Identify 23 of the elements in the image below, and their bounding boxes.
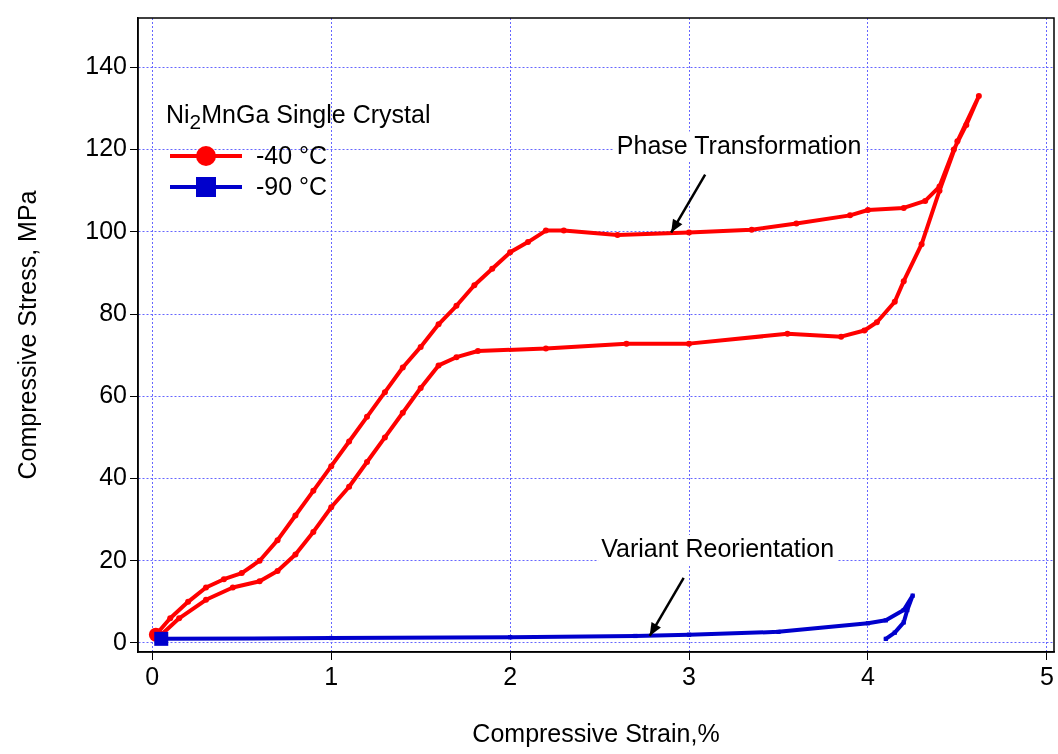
- y-tick-label: 60: [99, 380, 127, 409]
- x-tick-label: 5: [1039, 661, 1054, 690]
- y-tick-label: 140: [85, 51, 127, 80]
- annotation: Phase Transformation: [616, 130, 862, 159]
- x-tick-label: 1: [324, 661, 339, 690]
- point: [901, 620, 906, 625]
- x-tick-label: 4: [860, 661, 875, 690]
- annotation: Variant Reorientation: [601, 533, 835, 562]
- x-tick-label: 0: [145, 661, 160, 690]
- y-tick-label: 40: [99, 462, 127, 491]
- point: [776, 629, 781, 634]
- x-tick-label: 2: [503, 661, 518, 690]
- y-tick-label: 120: [85, 133, 127, 162]
- y-tick-label: 0: [113, 626, 127, 655]
- x-axis-title: Compressive Strain,%: [472, 718, 720, 747]
- legend-title: Ni$_{2}$MnGa Single Crystal: [166, 100, 431, 134]
- y-tick-label: 20: [99, 544, 127, 573]
- y-tick-label: 100: [85, 215, 127, 244]
- legend-label: -40 °C: [256, 141, 328, 170]
- x-tick-label: 3: [682, 661, 696, 690]
- y-tick-label: 80: [99, 297, 127, 326]
- legend-label: -90 °C: [256, 172, 328, 201]
- y-axis-title: Compressive Stress, MPa: [12, 190, 41, 480]
